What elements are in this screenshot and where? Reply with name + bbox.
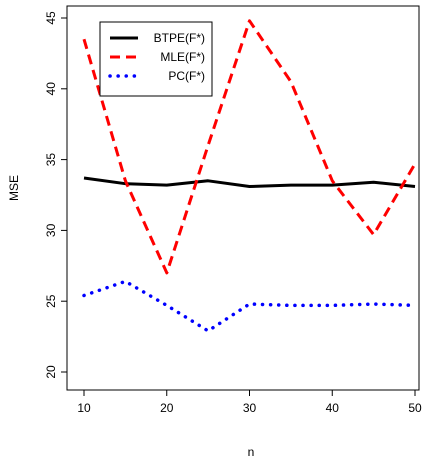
plot-frame [66,5,420,391]
series-line-dashed [82,19,417,275]
y-tick-label: 35 [44,153,58,167]
series-layer [82,19,417,333]
legend-label: MLE(F*) [160,50,205,64]
legend: BTPE(F*) MLE(F*) PC(F*) [99,21,213,97]
x-tick-label: 10 [77,401,91,415]
legend-label: PC(F*) [168,69,205,83]
series-line-dotted [82,279,417,333]
x-axis-title: n [248,445,255,459]
y-tick-label: 40 [44,82,58,96]
x-tick-label: 30 [243,401,257,415]
x-axis: 10 20 30 40 50 [77,390,422,415]
legend-box [99,21,213,97]
y-axis: 20 25 30 35 40 45 [44,11,67,379]
y-tick-label: 30 [44,223,58,237]
x-tick-label: 20 [160,401,174,415]
x-tick-label: 50 [408,401,422,415]
y-tick-label: 25 [44,294,58,308]
y-tick-label: 45 [44,11,58,25]
legend-label: BTPE(F*) [154,31,205,45]
series-line-solid [83,176,416,188]
y-axis-title: MSE [7,175,21,201]
x-tick-label: 40 [326,401,340,415]
y-tick-label: 20 [44,365,58,379]
